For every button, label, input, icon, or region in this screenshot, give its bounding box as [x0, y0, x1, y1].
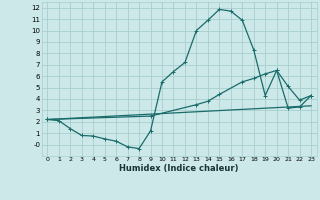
X-axis label: Humidex (Indice chaleur): Humidex (Indice chaleur) [119, 164, 239, 173]
